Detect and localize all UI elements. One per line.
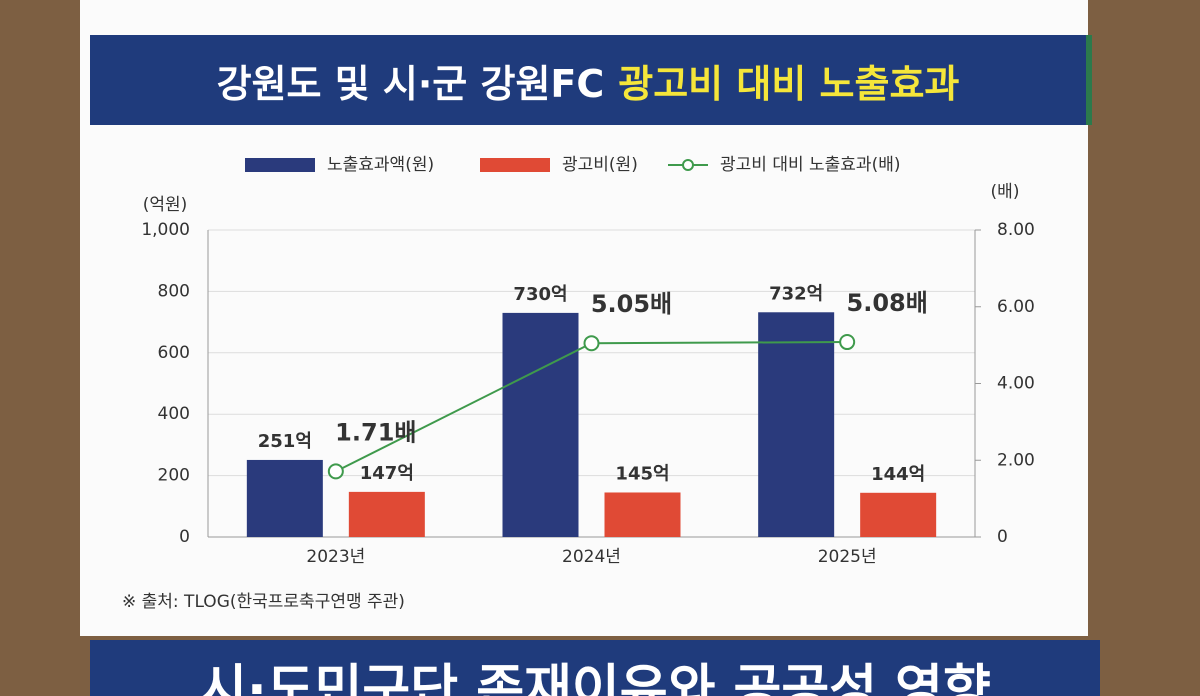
legend-swatch [480,158,550,172]
y-tick-label: 800 [158,281,190,301]
value-label: 145억 [615,463,669,484]
line-value-label: 1.71배 [335,418,416,446]
legend-label: 노출효과액(원) [327,155,434,175]
legend-label: 광고비 대비 노출효과(배) [720,155,900,175]
x-tick-label: 2024년 [562,547,621,567]
chart: (억원) (배) 0 200 400 600 800 1,000 0 2.00 4.00 6.00 8.… [122,155,1035,612]
value-label: 730억 [513,284,567,305]
bar [348,491,425,537]
legend-swatch [245,158,315,172]
title: 강원도 및 시·군 강원FC [216,61,605,106]
line-marker [327,463,344,480]
title-highlight: 광고비 대비 노출효과 [618,61,960,106]
value-label: 144억 [871,464,925,485]
bar [246,459,323,537]
y-tick-label: 400 [158,404,190,424]
title-banner: 강원도 및 시·군 강원FC 광고비 대비 노출효과 [90,35,1092,125]
value-label: 251억 [258,431,312,452]
y-tick-label: 1,000 [141,220,190,240]
legend-label: 광고비(원) [562,155,638,175]
y-unit: (억원) [143,195,188,215]
bar [860,492,937,537]
y2-unit: (배) [991,182,1020,202]
y2-tick-label: 2.00 [997,450,1035,470]
bar [604,492,681,537]
y-tick-label: 600 [158,343,190,363]
line-value-label: 5.08배 [847,289,928,317]
y2-tick-label: 6.00 [997,297,1035,317]
line-value-label: 5.05배 [591,290,672,318]
bar [502,312,579,537]
y-tick-label: 200 [158,466,190,486]
next-banner: 시·도민구단 존재이유와 공공성 영향 [90,640,1100,696]
y2-tick-label: 0 [997,527,1008,547]
line-marker [839,334,856,351]
x-tick-label: 2023년 [306,547,365,567]
legend-marker [682,159,694,171]
y-tick-label: 0 [179,527,190,547]
source: ※ 출처: TLOG(한국프로축구연맹 주관) [122,592,405,612]
value-label: 147억 [360,463,414,484]
bar [758,312,835,537]
value-label: 732억 [769,283,823,304]
y2-tick-label: 4.00 [997,374,1035,394]
y2-tick-label: 8.00 [997,220,1035,240]
line-marker [583,335,600,352]
x-tick-label: 2025년 [818,547,877,567]
